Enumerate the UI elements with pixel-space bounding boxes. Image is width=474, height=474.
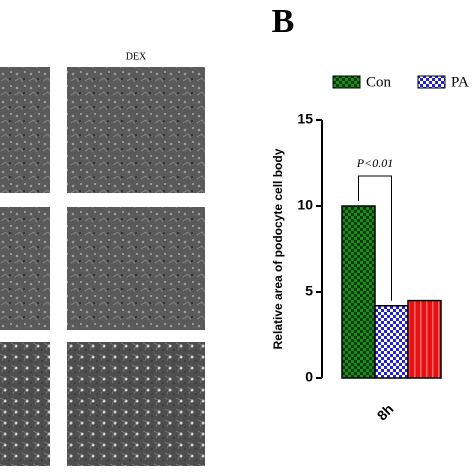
micrograph bbox=[0, 342, 50, 466]
image-label: DEX bbox=[126, 51, 147, 62]
micrograph bbox=[0, 207, 50, 330]
legend-swatch bbox=[332, 75, 361, 89]
legend-swatch bbox=[417, 75, 446, 89]
legend-label: Con bbox=[366, 74, 392, 90]
y-tick-label: 5 bbox=[305, 283, 313, 299]
y-tick-label: 15 bbox=[297, 111, 313, 127]
bar bbox=[407, 299, 442, 379]
micrograph bbox=[67, 67, 205, 193]
significance-bracket bbox=[358, 175, 392, 301]
x-tick-label: 8h bbox=[374, 401, 397, 424]
micrograph bbox=[0, 67, 50, 193]
annotation: P<0.01 bbox=[356, 156, 393, 170]
y-tick-label: 0 bbox=[305, 369, 313, 385]
bar bbox=[374, 305, 409, 379]
panel-label: B bbox=[272, 3, 295, 40]
y-tick-label: 10 bbox=[297, 197, 313, 213]
y-axis-label: Relative area of podocyte cell body bbox=[271, 148, 285, 349]
legend-label: PA bbox=[451, 74, 469, 90]
micrographs bbox=[0, 67, 205, 466]
micrograph bbox=[67, 207, 205, 330]
bar bbox=[341, 205, 376, 379]
micrograph bbox=[67, 342, 205, 466]
